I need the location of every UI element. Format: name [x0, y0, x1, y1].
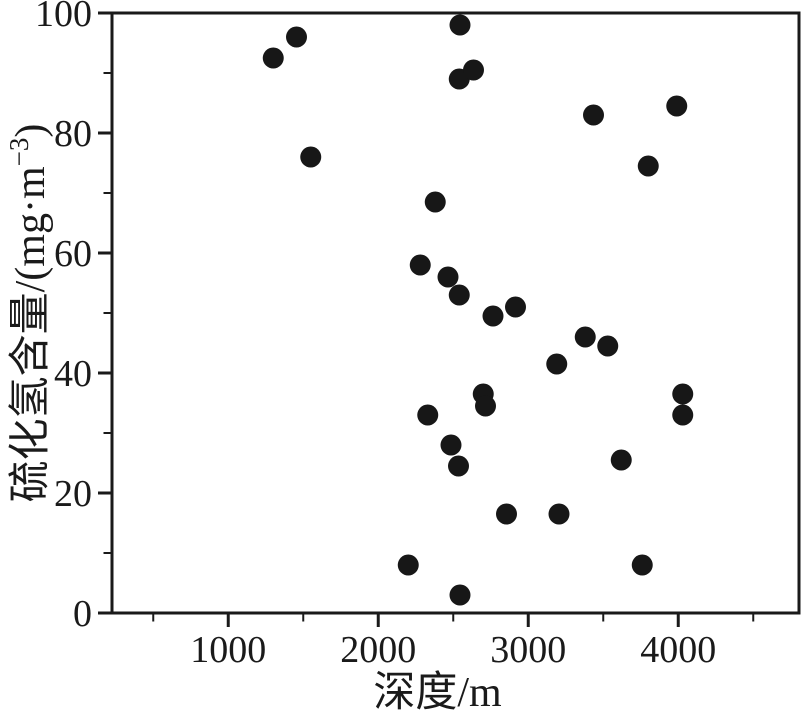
data-point — [417, 404, 439, 426]
data-point — [475, 395, 496, 417]
data-point — [448, 284, 470, 306]
data-point — [631, 554, 653, 576]
x-axis-label: 深度/m — [373, 670, 502, 714]
data-point — [397, 554, 419, 576]
data-point — [496, 503, 517, 525]
y-tick-label: 80 — [54, 113, 92, 155]
data-point — [672, 383, 694, 405]
data-point — [440, 434, 462, 456]
data-point — [482, 305, 504, 327]
x-tick-label: 4000 — [640, 629, 716, 671]
data-point — [610, 449, 632, 471]
y-tick-label: 40 — [54, 353, 92, 395]
x-axis: 1000 2000 3000 4000 — [152, 614, 755, 671]
data-point — [424, 191, 446, 213]
y-axis-label: 硫化氢含量/(mg·m−3) — [4, 124, 54, 503]
y-tick-label: 20 — [54, 473, 92, 515]
data-point — [463, 59, 484, 81]
data-point — [409, 254, 431, 276]
data-point — [666, 95, 688, 117]
data-point — [672, 404, 694, 426]
data-point — [583, 104, 604, 126]
data-point — [286, 26, 307, 48]
y-tick-label: 0 — [73, 593, 92, 635]
x-tick-label: 3000 — [490, 629, 566, 671]
y-tick-label: 60 — [54, 233, 92, 275]
data-points — [262, 14, 694, 606]
data-point — [448, 455, 469, 477]
data-point — [262, 47, 284, 69]
data-point — [300, 146, 322, 168]
data-point — [597, 335, 619, 357]
y-tick-label: 100 — [35, 0, 92, 35]
plot-frame — [110, 11, 801, 615]
data-point — [574, 326, 596, 348]
y-axis: 0 20 40 60 80 100 — [35, 0, 111, 635]
data-point — [548, 503, 570, 525]
x-tick-label: 2000 — [340, 629, 416, 671]
data-point — [637, 155, 659, 177]
data-point — [546, 353, 568, 375]
data-point — [505, 296, 526, 318]
data-point — [449, 14, 471, 36]
data-point — [437, 266, 459, 288]
x-tick-label: 1000 — [190, 629, 266, 671]
data-point — [449, 584, 471, 606]
